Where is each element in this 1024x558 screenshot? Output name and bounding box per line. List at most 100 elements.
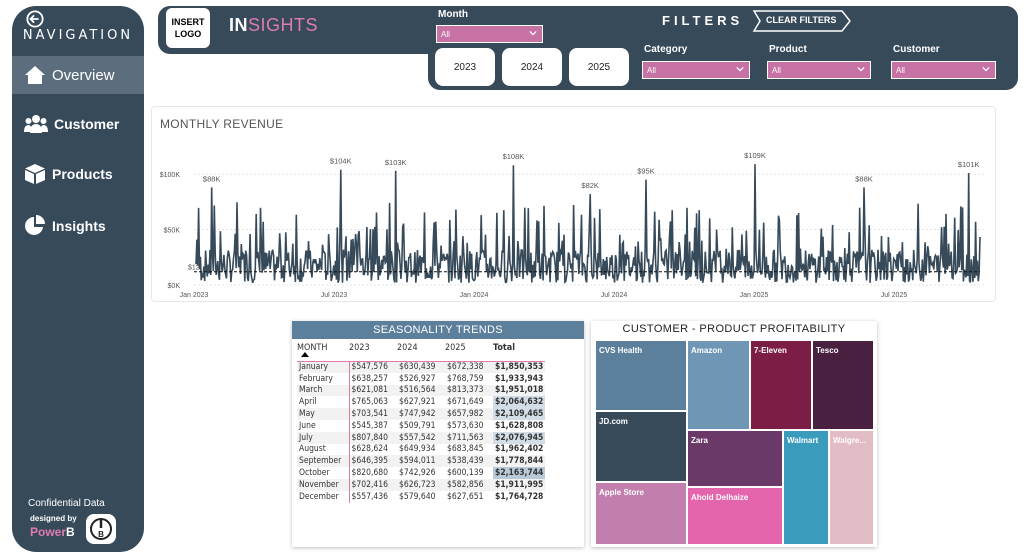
total-cell: $1,628,808 [495, 420, 544, 431]
nav-item-overview[interactable]: Overview [12, 56, 144, 94]
brand-name: PowerB [30, 525, 75, 539]
table-row[interactable]: October $820,680 $742,926 $600,139 $2,163,74… [297, 467, 546, 479]
monthly-revenue-chart[interactable]: $0K $50K $100K Jan 2023 Jul 2023 Jan 2024 Jul … [152, 107, 997, 303]
value-cell: $545,387 [348, 419, 397, 432]
year-button-2024[interactable]: 2024 [502, 48, 562, 86]
table-row[interactable]: January $547,576 $630,439 $672,338 $1,850,35… [297, 361, 546, 373]
column-header[interactable]: MONTH [297, 343, 349, 362]
column-header[interactable]: 2023 [349, 343, 397, 362]
confidential-label: Confidential Data [28, 498, 105, 509]
table-row[interactable]: March $621,081 $516,564 $813,373 $1,951,018 [297, 384, 546, 397]
box-icon [25, 164, 45, 184]
back-arrow-icon[interactable] [26, 10, 44, 28]
value-cell: $820,680 [348, 467, 397, 479]
value-cell: $627,921 [399, 397, 436, 408]
value-cell: $557,436 [348, 490, 397, 503]
column-header[interactable]: Total [493, 343, 546, 362]
customer-dropdown[interactable]: All [891, 61, 996, 79]
navigation-title: NAVIGATION [22, 28, 134, 43]
x-tick-label: Jul 2023 [321, 292, 348, 299]
table-row[interactable]: November $702,416 $626,723 $582,856 $1,911,9… [297, 478, 546, 491]
x-tick-label: Jul 2024 [601, 292, 628, 299]
month-dropdown[interactable]: All [436, 25, 543, 43]
value-cell: $509,791 [399, 420, 436, 431]
month-cell: October [299, 468, 330, 479]
customer-filter-label: Customer [893, 44, 940, 55]
value-cell: $516,564 [397, 384, 445, 397]
value-cell: $547,576 [348, 361, 397, 373]
product-dropdown[interactable]: All [767, 61, 871, 79]
treemap-tile-walmart[interactable]: Walmart [783, 430, 829, 545]
treemap-tile-zara[interactable]: Zara [687, 430, 783, 487]
year-button-2025[interactable]: 2025 [569, 48, 629, 86]
peak-data-label: $104K [330, 157, 352, 166]
treemap-tile-walgreens[interactable]: Walgre... [829, 430, 874, 545]
value-cell: $573,630 [447, 420, 484, 431]
table-row[interactable]: December $557,436 $579,640 $627,651 $1,764,7… [297, 490, 545, 503]
value-cell: $711,563 [445, 431, 493, 444]
total-cell: $2,109,465 [493, 408, 546, 420]
nav-item-label: Insights [52, 218, 106, 234]
month-cell: January [297, 361, 349, 373]
month-cell: June [299, 420, 316, 431]
month-cell: February [299, 373, 333, 384]
nav-item-label: Products [52, 166, 113, 182]
total-cell: $1,911,995 [493, 478, 546, 491]
sort-ascending-icon[interactable] [301, 352, 309, 357]
nav-item-insights[interactable]: Insights [12, 207, 144, 245]
y-tick-label: $0K [168, 283, 181, 290]
clear-filters-button[interactable]: CLEAR FILTERS [752, 9, 852, 33]
seasonality-table: MONTH 2023 2024 2025 Total January $547,5… [297, 343, 546, 503]
value-cell: $579,640 [399, 491, 436, 502]
x-tick-label: Jan 2025 [740, 292, 769, 299]
value-cell: $649,934 [399, 444, 436, 455]
value-cell: $702,416 [348, 478, 397, 491]
y-tick-label: $50K [164, 228, 181, 235]
value-cell: $557,542 [397, 431, 445, 444]
value-cell: $626,723 [397, 478, 445, 491]
treemap-tile-apple-store[interactable]: Apple Store [595, 482, 687, 545]
monthly-revenue-card: MONTHLY REVENUE $0K $50K $100K Jan 2023 Jul … [151, 106, 996, 302]
table-row[interactable]: September $646,395 $594,011 $538,439 $1,778,… [297, 455, 546, 468]
year-button-2023[interactable]: 2023 [435, 48, 495, 86]
y-tick-label: $100K [160, 172, 181, 179]
table-row[interactable]: April $765,063 $627,921 $671,649 $2,064,632 [297, 396, 546, 409]
table-row[interactable]: May $703,541 $747,942 $657,982 $2,109,465 [297, 408, 546, 420]
treemap-tile-cvs-health[interactable]: CVS Health [595, 340, 687, 411]
treemap-tile-amazon[interactable]: Amazon [687, 340, 750, 430]
nav-item-customer[interactable]: Customer [12, 105, 144, 143]
home-icon [25, 66, 45, 84]
category-dropdown[interactable]: All [642, 61, 750, 79]
value-cell: $703,541 [348, 408, 397, 420]
x-tick-label: Jan 2024 [460, 292, 489, 299]
nav-item-products[interactable]: Products [12, 155, 144, 193]
treemap-tile-jd-com[interactable]: JD.com [595, 411, 687, 482]
peak-data-label: $82K [581, 181, 599, 190]
table-row[interactable]: July $807,840 $557,542 $711,563 $2,076,945 [297, 431, 546, 444]
total-cell: $1,962,402 [495, 444, 544, 455]
table-row[interactable]: August $628,624 $649,934 $683,845 $1,962,402 [297, 443, 545, 456]
value-cell: $538,439 [445, 455, 493, 468]
total-cell: $2,076,945 [493, 431, 546, 444]
filters-title: FILTERS [662, 13, 744, 28]
treemap-tile-7-eleven[interactable]: 7-Eleven [750, 340, 812, 430]
seasonality-table-card: SEASONALITY TRENDS MONTH 2023 2024 2025 … [292, 321, 584, 547]
column-header[interactable]: 2025 [445, 343, 493, 362]
chevron-down-icon [529, 30, 537, 36]
chevron-down-icon [736, 66, 744, 72]
total-cell: $1,764,728 [495, 491, 544, 502]
peak-data-label: $108K [503, 152, 525, 161]
table-row[interactable]: February $638,257 $526,927 $768,759 $1,933,9… [297, 372, 545, 385]
table-row[interactable]: June $545,387 $509,791 $573,630 $1,628,808 [297, 419, 545, 432]
value-cell: $671,649 [447, 397, 484, 408]
treemap-tile-ahold-delhaize[interactable]: Ahold Delhaize [687, 487, 783, 545]
users-icon [24, 115, 48, 133]
peak-data-label: $95K [637, 167, 655, 176]
value-cell: $627,651 [447, 491, 484, 502]
treemap-tile-tesco[interactable]: Tesco [812, 340, 874, 430]
category-filter-label: Category [644, 44, 688, 55]
column-header[interactable]: 2024 [397, 343, 445, 362]
insert-logo-placeholder: INSERT LOGO [166, 8, 210, 48]
profitability-treemap-card: CUSTOMER - PRODUCT PROFITABILITY CVS Hea… [591, 321, 877, 547]
x-tick-label: Jan 2023 [180, 292, 209, 299]
